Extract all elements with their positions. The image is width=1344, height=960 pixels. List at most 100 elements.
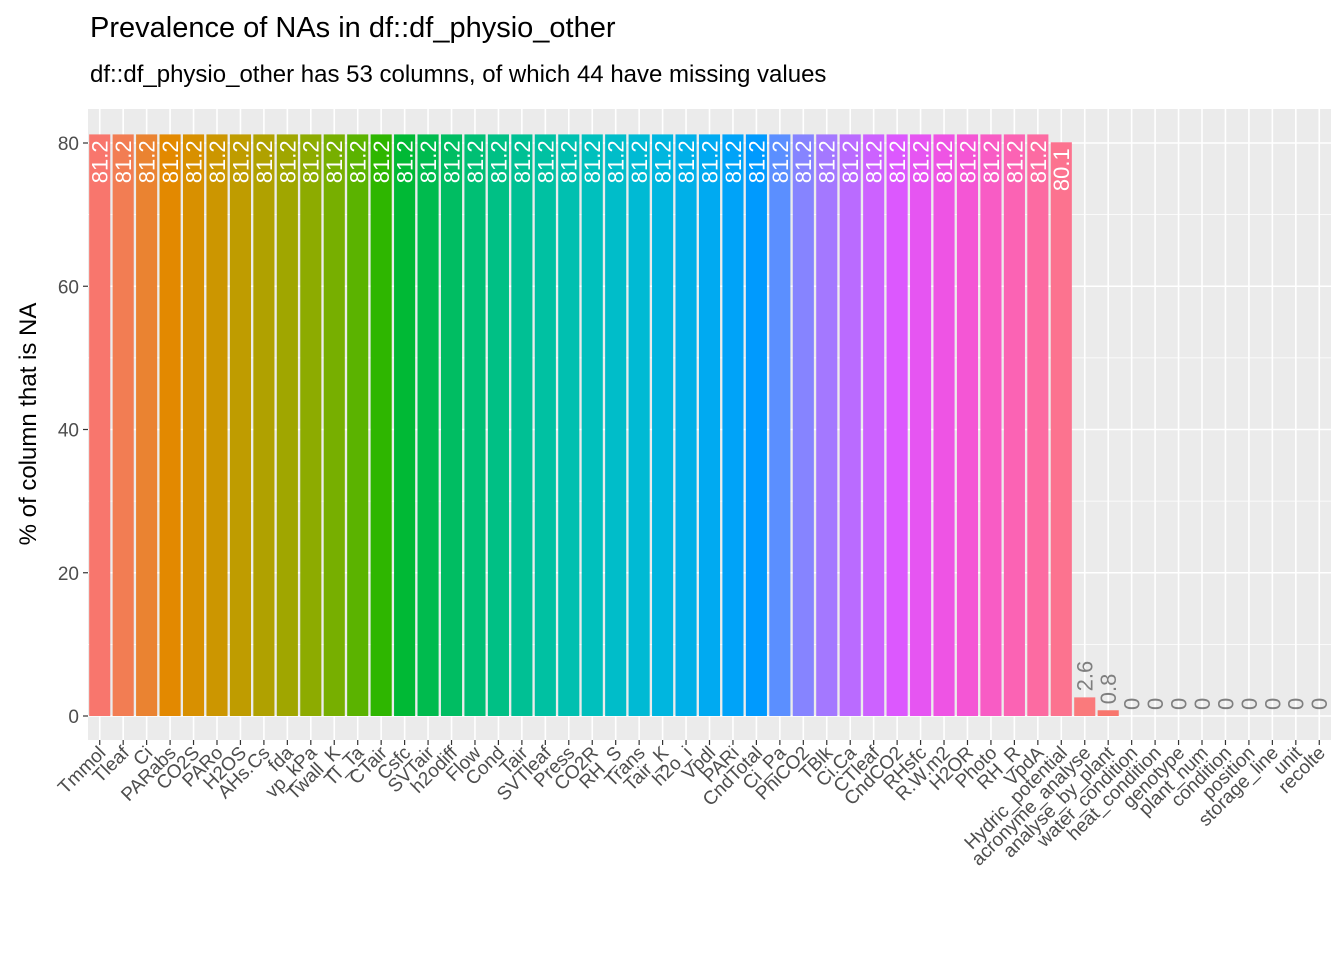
value-label: 81.2 (111, 140, 136, 183)
bar-SVTleaf (534, 134, 556, 716)
value-label: 0 (1284, 698, 1309, 710)
value-label: 81.2 (158, 140, 183, 183)
bar-Tair (511, 134, 533, 716)
bar-analyse_by_plant (1097, 710, 1119, 716)
value-label: 81.2 (88, 140, 113, 183)
chart-title: Prevalence of NAs in df::df_physio_other (90, 12, 616, 44)
bar-Cond (487, 134, 509, 716)
bar-fda (276, 134, 298, 716)
value-label: 81.2 (533, 140, 558, 183)
value-label: 81.2 (228, 140, 253, 183)
bar-Twall_K (323, 134, 345, 716)
value-label: 81.2 (135, 140, 160, 183)
bar-PhiCO2 (792, 134, 814, 716)
value-label: 0 (1143, 698, 1168, 710)
value-label: 81.2 (580, 140, 605, 183)
bar-H2OR (956, 134, 979, 716)
bar-PARabs (159, 134, 181, 716)
bar-SVTair (417, 134, 439, 716)
value-label: 81.2 (697, 140, 722, 183)
value-label: 81.2 (205, 140, 230, 183)
bar-CO2R (581, 134, 603, 716)
value-label: 81.2 (955, 140, 980, 183)
bar-Ci_Pa (769, 134, 791, 716)
value-label: 81.2 (1002, 140, 1027, 183)
bar-Tl_Ta (347, 134, 369, 716)
value-label: 0.8 (1096, 674, 1121, 705)
bar-vp_kPa (300, 134, 322, 716)
bar-Tmmol (89, 134, 111, 716)
bar-Vpdl (698, 134, 721, 716)
bar-RH_S (605, 134, 627, 716)
value-label: 81.2 (346, 140, 371, 183)
value-label: 80.1 (1049, 148, 1074, 191)
bar-RHsfc (910, 134, 932, 716)
bar-CTleaf (863, 134, 885, 716)
value-label: 81.2 (557, 140, 582, 183)
bar-Flow (464, 134, 486, 716)
bar-PARo (206, 134, 228, 716)
bar-Ci (136, 134, 158, 716)
value-label: 81.2 (369, 140, 394, 183)
bar-Tair_K (652, 134, 674, 716)
bar-CndTotal (745, 134, 767, 716)
value-label: 81.2 (627, 140, 652, 183)
bar-CTair (370, 134, 392, 716)
value-label: 81.2 (416, 140, 441, 183)
value-label: 0 (1260, 698, 1285, 710)
value-label: 81.2 (862, 140, 887, 183)
value-label: 0 (1190, 698, 1215, 710)
value-label: 81.2 (932, 140, 957, 183)
value-label: 0 (1237, 698, 1262, 710)
bar-h2odiff (440, 134, 463, 716)
y-axis-label: % of column that is NA (15, 303, 42, 546)
value-label: 2.6 (1073, 661, 1098, 692)
value-label: 81.2 (1026, 140, 1051, 183)
value-label: 81.2 (439, 140, 464, 183)
bar-R.W.m2 (933, 134, 955, 716)
value-label: 81.2 (604, 140, 629, 183)
bar-Ci.Ca (839, 134, 861, 716)
bar-H2OS (229, 134, 251, 716)
value-label: 0 (1307, 698, 1332, 710)
value-label: 81.2 (908, 140, 933, 183)
value-label: 81.2 (510, 140, 535, 183)
bar-CO2S (182, 134, 205, 716)
bar-h2o_i (675, 134, 697, 716)
value-label: 81.2 (721, 140, 746, 183)
chart-subtitle: df::df_physio_other has 53 columns, of w… (90, 61, 827, 88)
bar-Hydric_potential (1050, 142, 1072, 716)
bar-Trans (628, 134, 650, 716)
value-label: 81.2 (322, 140, 347, 183)
value-label: 81.2 (299, 140, 324, 183)
bar-AHs.Cs (253, 134, 275, 716)
value-label: 81.2 (275, 140, 300, 183)
bar-VpdA (1027, 134, 1049, 716)
y-tick-label: 40 (58, 421, 79, 442)
value-label: 81.2 (815, 140, 840, 183)
value-label: 81.2 (651, 140, 676, 183)
value-label: 0 (1120, 698, 1145, 710)
bar-TBlk (816, 134, 838, 716)
bar-Photo (980, 134, 1002, 716)
y-tick-label: 20 (58, 564, 79, 585)
value-label: 81.2 (674, 140, 699, 183)
bar-RH_R (1003, 134, 1025, 716)
value-label: 81.2 (838, 140, 863, 183)
value-label: 81.2 (791, 140, 816, 183)
value-label: 81.2 (393, 140, 418, 183)
bar-CndCO2 (886, 134, 908, 716)
value-label: 0 (1166, 698, 1191, 710)
value-label: 81.2 (885, 140, 910, 183)
value-label: 81.2 (744, 140, 769, 183)
value-label: 81.2 (486, 140, 511, 183)
value-label: 81.2 (979, 140, 1004, 183)
bar-acronyme_analyse (1074, 697, 1096, 716)
bar-Csfc (394, 134, 416, 716)
value-label: 0 (1213, 698, 1238, 710)
value-label: 81.2 (252, 140, 277, 183)
y-tick-label: 80 (58, 134, 79, 155)
bar-Tleaf (112, 134, 134, 716)
value-label: 81.2 (768, 140, 793, 183)
